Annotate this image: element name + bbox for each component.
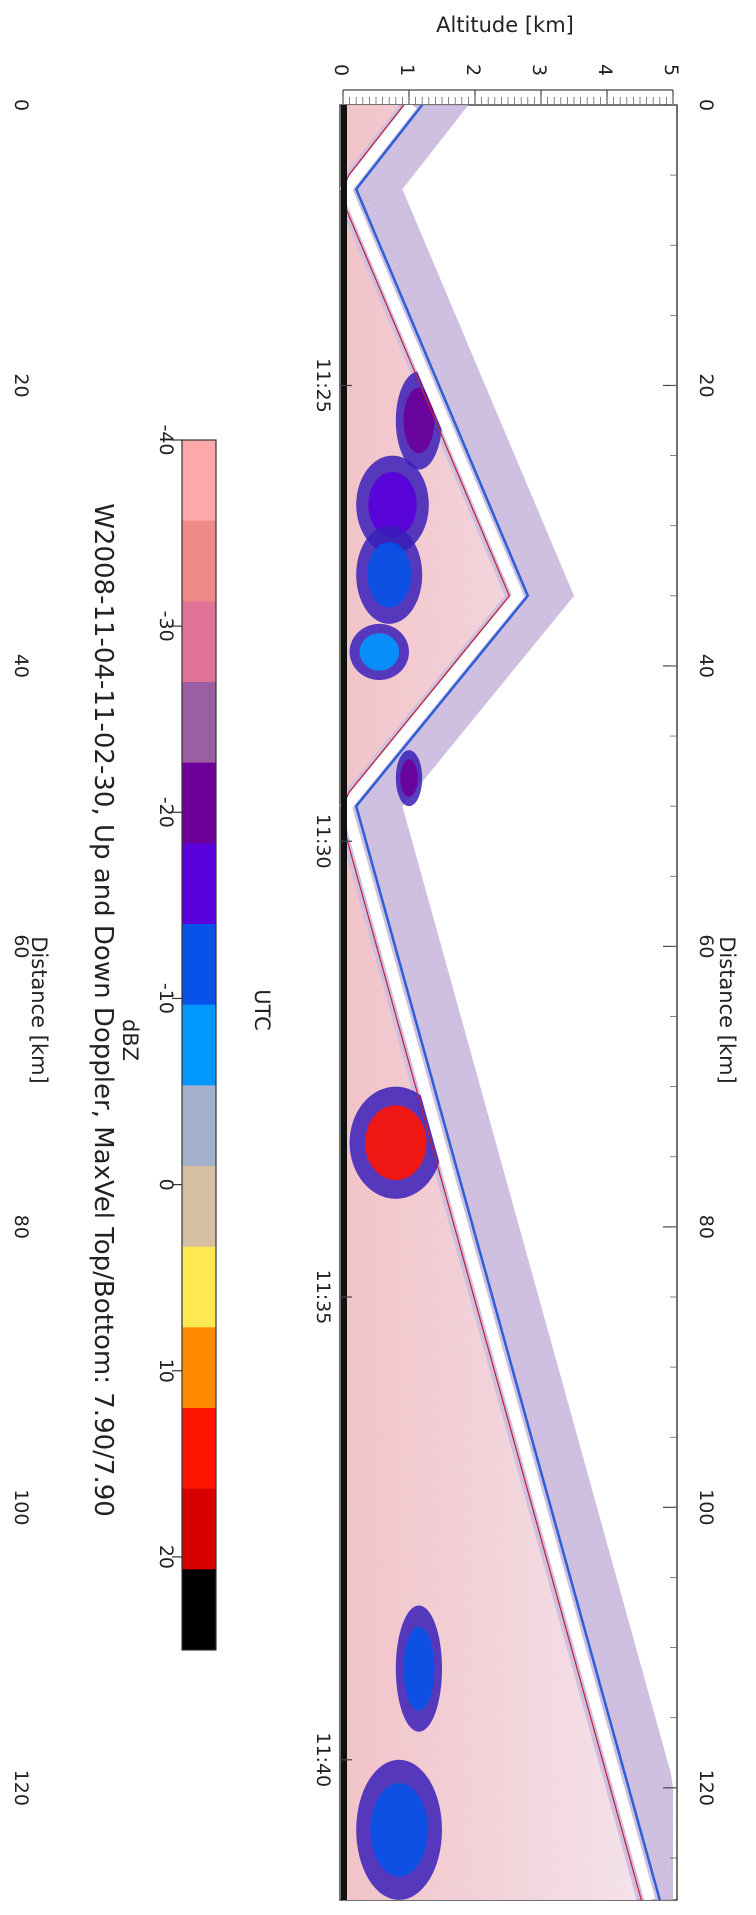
- echo-cell-core-5: [365, 1105, 427, 1181]
- altitude-tick-label-2: 2: [462, 64, 484, 76]
- distance-bottom-tick-label-0: 0: [10, 99, 32, 111]
- altitude-tick-label-3: 3: [528, 64, 550, 76]
- altitude-axis-label: Altitude [km]: [436, 13, 574, 37]
- colorbar-swatch-11: [182, 1327, 216, 1409]
- utc-tick-label-2: 11:35: [312, 1270, 334, 1325]
- echo-cell-core-2: [367, 542, 412, 608]
- colorbar-tick-label-6: 20: [155, 1545, 177, 1569]
- utc-tick-label-3: 11:40: [312, 1732, 334, 1787]
- colorbar-swatch-4: [182, 762, 216, 844]
- chart-title: W2008-11-04-11-02-30, Up and Down Dopple…: [88, 503, 118, 1517]
- colorbar-swatch-10: [182, 1246, 216, 1328]
- echo-cell-core-0: [403, 387, 435, 454]
- aircraft-blind-gap: [340, 105, 656, 1900]
- altitude-tick-label-4: 4: [594, 64, 616, 76]
- colorbar-tick-label-3: -10: [155, 983, 177, 1014]
- colorbar-swatch-14: [182, 1569, 216, 1651]
- colorbar-tick-label-5: 10: [155, 1359, 177, 1383]
- distance-axis-top: 0 20 40 60 80 100 120: [663, 99, 717, 1859]
- utc-tick-label-1: 11:30: [312, 814, 334, 869]
- colorbar-swatch-9: [182, 1166, 216, 1248]
- distance-bottom-tick-label-3: 60: [10, 934, 32, 958]
- utc-time-axis: 11:25 11:30 11:35 11:40: [312, 358, 352, 1787]
- colorbar-swatch-12: [182, 1408, 216, 1490]
- colorbar-swatch-1: [182, 520, 216, 602]
- distance-axis-label-top: Distance [km]: [715, 936, 739, 1084]
- echo-cell-core-6: [403, 1626, 435, 1711]
- distance-top-tick-label-5: 100: [695, 1489, 717, 1525]
- altitude-tick-label-0: 0: [330, 64, 352, 76]
- colorbar-swatch-3: [182, 682, 216, 764]
- aircraft-track-line: [354, 105, 662, 1900]
- plot-area: [339, 104, 678, 1901]
- altitude-tick-label-1: 1: [396, 64, 418, 76]
- colorbar-swatch-6: [182, 924, 216, 1006]
- altitude-tick-label-5: 5: [660, 64, 682, 76]
- distance-top-tick-label-3: 60: [695, 934, 717, 958]
- echo-cells: [349, 371, 442, 1900]
- distance-bottom-tick-label-6: 120: [10, 1770, 32, 1806]
- colorbar-swatch-2: [182, 601, 216, 683]
- echo-cell-core-3: [359, 633, 400, 671]
- colorbar-tick-label-1: -30: [155, 611, 177, 642]
- distance-top-tick-label-2: 40: [695, 654, 717, 678]
- distance-top-tick-label-0: 0: [695, 99, 717, 111]
- colorbar-tick-label-4: 0: [155, 1179, 177, 1191]
- utc-axis-label: UTC: [250, 989, 274, 1031]
- distance-bottom-tick-label-5: 100: [10, 1489, 32, 1525]
- altitude-axis: 0 1 2 3 4 5: [330, 64, 682, 104]
- surface-line: [341, 105, 347, 1900]
- distance-top-tick-label-1: 20: [695, 373, 717, 397]
- colorbar-swatch-0: [182, 440, 216, 522]
- colorbar-swatch-7: [182, 1004, 216, 1086]
- colorbar-label: dBZ: [118, 1019, 142, 1061]
- colorbar-swatch-5: [182, 843, 216, 925]
- distance-bottom-tick-label-2: 40: [10, 654, 32, 678]
- colorbar-swatch-13: [182, 1488, 216, 1570]
- colorbar-swatch-8: [182, 1085, 216, 1167]
- distance-axis-bottom: 0 20 40 60 80 100 120: [10, 99, 32, 1806]
- distance-bottom-tick-label-1: 20: [10, 373, 32, 397]
- colorbar-tick-label-2: -20: [155, 797, 177, 828]
- colorbar-tick-label-0: -40: [155, 424, 177, 455]
- distance-top-tick-label-4: 80: [695, 1215, 717, 1239]
- colorbar-frame: [181, 439, 217, 1651]
- aircraft-gap-edge: [342, 105, 642, 1900]
- utc-tick-label-0: 11:25: [312, 358, 334, 413]
- echo-cell-core-1: [368, 471, 417, 538]
- distance-axis-label-bottom: Distance [km]: [27, 936, 51, 1084]
- colorbar: -40 -30 -20 -10 0 10 20: [155, 424, 217, 1651]
- echo-cell-core-4: [400, 759, 418, 797]
- echo-cell-core-7: [370, 1783, 428, 1877]
- distance-bottom-tick-label-4: 80: [10, 1215, 32, 1239]
- distance-top-tick-label-6: 120: [695, 1770, 717, 1806]
